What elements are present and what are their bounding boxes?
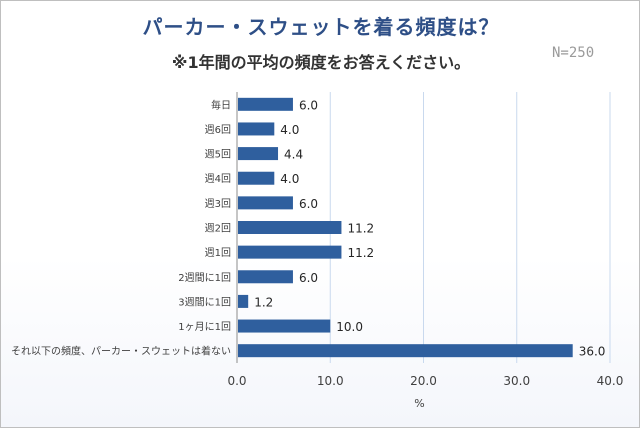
- x-tick-label: 40.0: [597, 374, 624, 388]
- bar: [238, 245, 342, 259]
- x-tick-label: 0.0: [227, 374, 246, 388]
- category-label: 1ヶ月に1回: [178, 321, 231, 333]
- sample-size-label: N=250: [552, 45, 595, 61]
- bar: [238, 344, 573, 358]
- x-tick-label: 10.0: [317, 374, 344, 388]
- data-label: 4.0: [280, 123, 299, 137]
- chart-title: パーカー・スウェットを着る頻度は？: [142, 15, 500, 39]
- category-label: 週3回: [205, 198, 231, 210]
- category-label: 週2回: [205, 223, 231, 235]
- data-label: 6.0: [299, 98, 318, 112]
- bar: [238, 122, 275, 136]
- bar: [238, 97, 293, 111]
- data-label: 11.2: [347, 246, 374, 260]
- bar: [238, 294, 249, 308]
- category-label: 週6回: [205, 124, 231, 136]
- category-label: 2週間に1回: [178, 272, 231, 284]
- category-label: 3週間に1回: [178, 296, 231, 308]
- bar: [238, 319, 331, 333]
- data-label: 6.0: [299, 271, 318, 285]
- category-label: 毎日: [211, 98, 231, 111]
- data-label: 36.0: [579, 345, 606, 359]
- category-label: それ以下の頻度、パーカー・スウェットは着ない: [11, 345, 231, 358]
- bar: [238, 270, 293, 284]
- bar: [238, 221, 342, 234]
- chart-subtitle: ※1年間の平均の頻度をお答えください。: [171, 53, 471, 72]
- x-tick-label: 30.0: [503, 374, 530, 388]
- bar: [238, 171, 275, 185]
- category-label: 週4回: [205, 173, 231, 185]
- x-axis-label: %: [414, 397, 424, 410]
- bar: [238, 196, 293, 210]
- data-label: 11.2: [347, 222, 374, 236]
- category-label: 週5回: [205, 149, 231, 161]
- x-tick-label: 20.0: [410, 374, 437, 388]
- data-label: 10.0: [336, 320, 363, 334]
- data-label: 4.0: [280, 172, 299, 186]
- data-label: 6.0: [299, 197, 318, 211]
- data-label: 4.4: [284, 148, 303, 162]
- category-label: 週1回: [205, 247, 231, 259]
- bar: [238, 147, 279, 161]
- data-label: 1.2: [254, 295, 273, 309]
